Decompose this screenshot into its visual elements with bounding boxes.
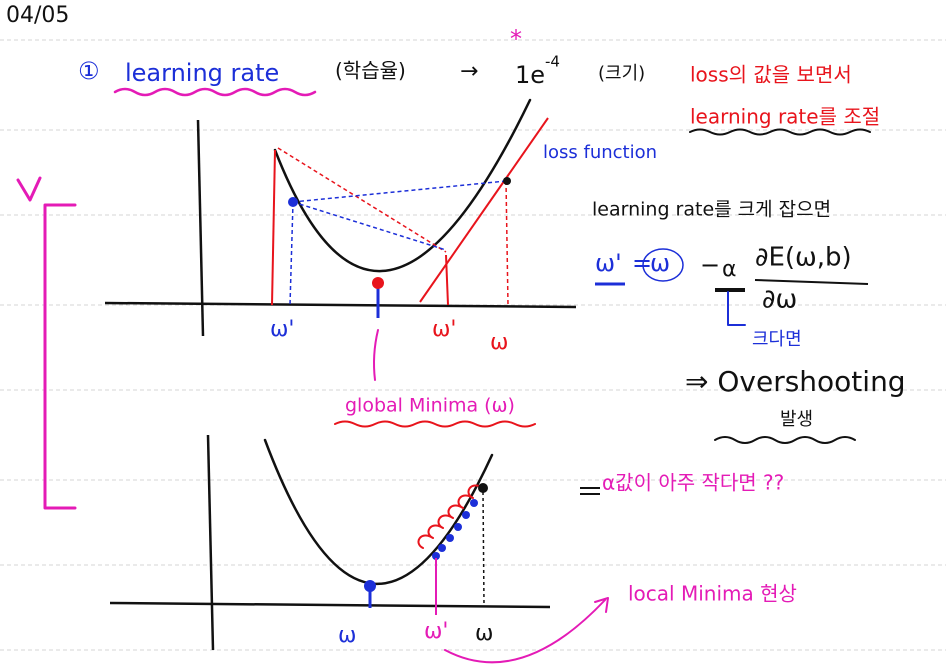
alpha: α [722, 257, 737, 282]
formula-w: ω [650, 249, 670, 277]
global-minimum [372, 277, 384, 289]
arrow: → [460, 59, 478, 84]
minus: − [700, 251, 720, 279]
underline [714, 436, 856, 444]
w: ω [490, 330, 508, 355]
arrow [444, 597, 609, 664]
lr-exponent: -4 [545, 53, 560, 71]
arrow [727, 291, 746, 326]
y-axis [206, 434, 215, 651]
x-axis [104, 301, 577, 309]
red-dashed [277, 147, 509, 306]
w-prime: ω' [432, 317, 456, 342]
red-note: learning rate를 조절 [690, 105, 880, 129]
top-graph: loss function ω' ω' ω global Minima (ω) [104, 98, 657, 428]
tangent [419, 117, 549, 303]
result-korean: 발생 [780, 409, 813, 430]
w: ω [338, 623, 356, 648]
point [288, 197, 298, 207]
arrow [373, 329, 379, 381]
w-prime: ω' [424, 619, 448, 644]
star: * [510, 25, 522, 53]
circle-mark [642, 248, 684, 282]
step-points [432, 499, 478, 560]
dashed [482, 491, 485, 606]
loss-curve [263, 438, 494, 585]
point [503, 177, 511, 185]
numerator: ∂E(ω,b) [755, 243, 852, 273]
steps [417, 484, 484, 549]
lr-note: (크기) [598, 63, 645, 84]
blue-dashed [289, 180, 507, 306]
x-axis [109, 601, 551, 609]
term-korean: (학습율) [335, 59, 406, 83]
min-label: local Minima 현상 [628, 582, 797, 606]
bracket [16, 176, 77, 510]
local-minimum [364, 580, 376, 592]
denominator: ∂ω [762, 285, 797, 315]
w-prime: ω' [270, 317, 294, 342]
loss-curve [273, 98, 532, 273]
bottom-graph: ω ω' ω local Minima 현상 [109, 434, 797, 664]
term: learning rate [125, 59, 279, 87]
y-axis [196, 119, 205, 337]
fraction-bar [754, 279, 869, 285]
point [478, 483, 488, 493]
question: α값이 아주 작다면 ?? [602, 471, 784, 495]
underline [689, 128, 871, 136]
lr-value: 1e [515, 61, 545, 89]
underline [113, 87, 317, 97]
date: 04/05 [6, 3, 69, 28]
red-steps [271, 149, 449, 306]
min-label: global Minima (ω) [345, 395, 515, 417]
note: learning rate를 크게 잡으면 [592, 199, 831, 221]
underline [334, 420, 536, 428]
item-number: ① [78, 57, 100, 85]
formula-lhs: ω' [595, 249, 622, 277]
alpha-note: 크다면 [752, 329, 802, 350]
curve-label: loss function [543, 142, 657, 163]
red-note: loss의 값을 보면서 [690, 63, 852, 87]
ruled-lines [0, 39, 946, 651]
result: ⇒ Overshooting [685, 365, 906, 398]
w: ω [475, 621, 493, 646]
